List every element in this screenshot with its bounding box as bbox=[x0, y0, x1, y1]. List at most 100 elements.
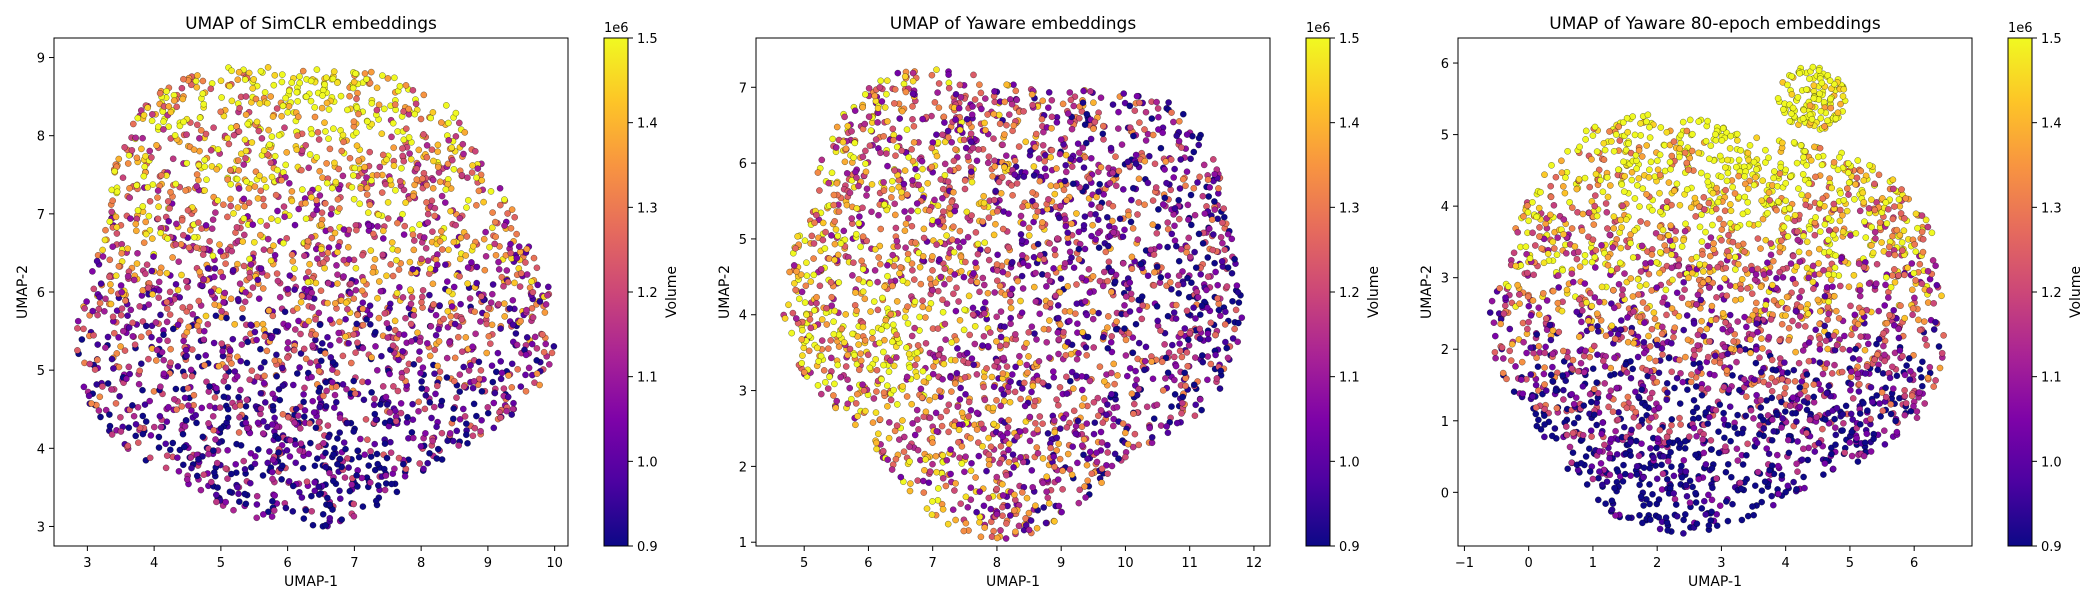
scatter-point bbox=[1075, 228, 1083, 236]
scatter-point bbox=[207, 146, 215, 154]
scatter-point bbox=[400, 157, 408, 165]
scatter-point bbox=[1168, 109, 1175, 116]
scatter-point bbox=[101, 236, 109, 244]
scatter-point bbox=[488, 321, 496, 329]
scatter-point bbox=[468, 259, 475, 266]
scatter-point bbox=[939, 474, 947, 482]
scatter-point bbox=[1128, 390, 1136, 398]
scatter-point bbox=[267, 257, 275, 265]
scatter-point bbox=[83, 298, 90, 305]
scatter-point bbox=[899, 277, 907, 285]
scatter-point bbox=[183, 159, 191, 167]
scatter-point bbox=[1043, 473, 1051, 481]
scatter-point bbox=[897, 264, 904, 271]
scatter-point bbox=[113, 230, 121, 237]
scatter-point bbox=[990, 420, 998, 428]
scatter-point bbox=[1228, 269, 1236, 277]
scatter-point bbox=[134, 439, 142, 447]
scatter-point bbox=[146, 197, 154, 205]
scatter-point bbox=[113, 223, 121, 231]
scatter-point bbox=[327, 354, 335, 361]
scatter-point bbox=[269, 406, 277, 414]
scatter-point bbox=[237, 386, 244, 394]
scatter-point bbox=[308, 373, 315, 381]
scatter-point bbox=[325, 279, 332, 287]
scatter-point bbox=[1138, 315, 1146, 323]
scatter-point bbox=[291, 419, 298, 427]
scatter-point bbox=[1142, 108, 1150, 116]
scatter-point bbox=[81, 305, 88, 312]
scatter-point bbox=[1085, 265, 1093, 273]
scatter-point bbox=[318, 209, 326, 217]
scatter-point bbox=[1222, 338, 1229, 346]
scatter-point bbox=[363, 184, 371, 192]
scatter-point bbox=[409, 265, 417, 273]
scatter-point bbox=[1132, 320, 1140, 328]
scatter-point bbox=[106, 422, 114, 430]
scatter-point bbox=[990, 135, 997, 143]
scatter-point bbox=[1060, 186, 1068, 194]
scatter-point bbox=[230, 210, 237, 217]
scatter-point bbox=[399, 460, 407, 468]
scatter-point bbox=[823, 321, 831, 328]
scatter-point bbox=[974, 240, 982, 248]
scatter-point bbox=[497, 325, 504, 332]
scatter-point bbox=[1075, 499, 1083, 507]
scatter-point bbox=[419, 364, 427, 371]
scatter-point bbox=[926, 414, 934, 422]
scatter-point bbox=[961, 468, 968, 476]
scatter-point bbox=[1119, 420, 1127, 427]
scatter-point bbox=[374, 482, 382, 489]
scatter-point bbox=[1005, 440, 1013, 448]
scatter-point bbox=[487, 188, 495, 195]
scatter-point bbox=[1224, 230, 1232, 238]
scatter-point bbox=[1009, 191, 1016, 199]
scatter-point bbox=[542, 340, 550, 348]
scatter-point bbox=[1128, 253, 1136, 261]
scatter-point bbox=[224, 383, 232, 391]
scatter-point bbox=[183, 308, 191, 315]
scatter-point bbox=[1096, 363, 1104, 371]
scatter-point bbox=[139, 430, 147, 438]
scatter-point bbox=[1157, 144, 1165, 152]
scatter-point bbox=[1190, 148, 1198, 156]
scatter-point bbox=[903, 344, 910, 352]
scatter-point bbox=[409, 434, 417, 442]
scatter-point bbox=[383, 319, 391, 327]
scatter-point bbox=[995, 178, 1003, 186]
scatter-point bbox=[307, 77, 315, 85]
scatter-point bbox=[248, 367, 256, 375]
scatter-point bbox=[803, 259, 810, 267]
scatter-point bbox=[933, 152, 941, 160]
scatter-point bbox=[1112, 325, 1120, 333]
scatter-point bbox=[388, 133, 395, 141]
scatter-point bbox=[1108, 332, 1116, 340]
scatter-point bbox=[193, 171, 201, 178]
scatter-point bbox=[154, 215, 162, 223]
scatter-point bbox=[973, 371, 981, 378]
scatter-point bbox=[248, 139, 256, 146]
scatter-point bbox=[108, 355, 116, 363]
scatter-point bbox=[435, 337, 443, 345]
scatter-point bbox=[1055, 336, 1063, 343]
scatter-point bbox=[1157, 327, 1164, 335]
scatter-point bbox=[1046, 277, 1054, 285]
scatter-point bbox=[372, 343, 379, 350]
scatter-point bbox=[257, 405, 265, 413]
scatter-point bbox=[481, 266, 489, 274]
scatter-point bbox=[257, 345, 264, 353]
scatter-point bbox=[1196, 335, 1204, 343]
scatter-point bbox=[336, 455, 344, 463]
scatter-point bbox=[429, 437, 437, 445]
scatter-point bbox=[214, 484, 221, 491]
scatter-point bbox=[182, 187, 189, 194]
scatter-point bbox=[199, 77, 207, 85]
scatter-point bbox=[394, 246, 402, 254]
scatter-point bbox=[1039, 141, 1047, 149]
scatter-point bbox=[1074, 417, 1082, 425]
scatter-point bbox=[284, 413, 292, 421]
scatter-point bbox=[288, 79, 296, 87]
scatter-point bbox=[893, 401, 901, 408]
scatter-point bbox=[343, 419, 351, 427]
scatter-point bbox=[1046, 240, 1053, 247]
